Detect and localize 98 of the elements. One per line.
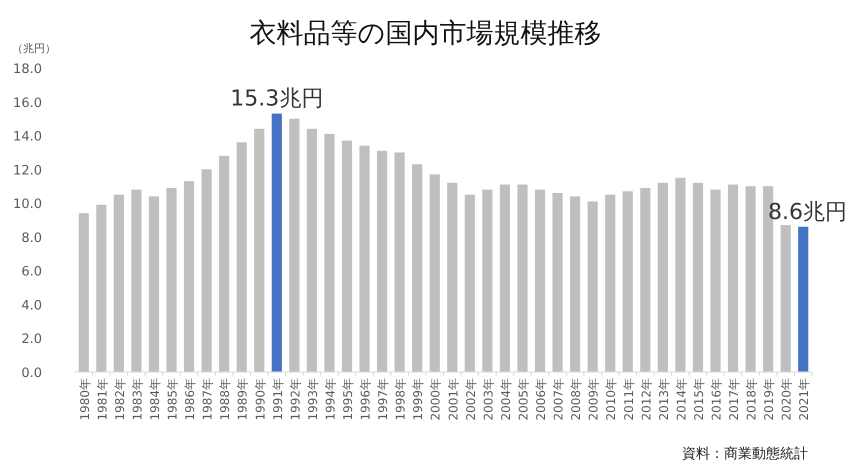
bar: [692, 182, 704, 372]
x-tick-label: 2017年: [727, 378, 742, 421]
bar: [306, 128, 317, 372]
x-tick-label: 2000年: [428, 378, 443, 421]
bar: [780, 225, 791, 372]
x-tick-label: 2020年: [780, 378, 794, 421]
bar: [447, 182, 458, 372]
bar: [622, 191, 633, 372]
x-tick-label: 2005年: [516, 378, 530, 421]
x-tick-label: 1997年: [376, 378, 390, 421]
bar: [534, 190, 546, 372]
bar: [745, 186, 756, 372]
x-tick-label: 1986年: [183, 378, 198, 421]
data-label: 15.3兆円: [230, 86, 324, 112]
x-tick-label: 2021年: [797, 378, 812, 421]
bar: [148, 196, 160, 372]
x-tick-label: 2010年: [604, 378, 618, 421]
x-tick-label: 1996年: [358, 378, 373, 421]
x-tick-label: 1989年: [236, 378, 250, 421]
x-tick-label: 2008年: [569, 378, 584, 421]
x-tick-label: 1990年: [253, 378, 268, 421]
bar: [184, 181, 194, 372]
x-tick-label: 1988年: [218, 378, 232, 421]
bar: [640, 188, 650, 372]
x-tick-label: 2009年: [586, 378, 601, 421]
x-tick-label: 2006年: [534, 378, 548, 421]
y-tick-label: 18.0: [13, 62, 42, 77]
bar: [710, 190, 721, 372]
bar: [517, 184, 528, 372]
bar: [254, 128, 264, 372]
x-tick-label: 1987年: [200, 378, 215, 421]
x-tick-label: 2016年: [709, 378, 724, 421]
x-tick-label: 2004年: [498, 378, 513, 421]
bar: [96, 204, 106, 372]
bar: [464, 194, 475, 372]
x-tick-label: 2018年: [744, 378, 759, 421]
bar: [114, 194, 124, 372]
x-tick-label: 1999年: [411, 378, 426, 421]
x-tick-label: 2019年: [762, 378, 776, 421]
bar: [430, 174, 440, 372]
x-tick-label: 1983年: [130, 378, 144, 421]
bar: [131, 190, 142, 372]
y-tick-label: 0.0: [21, 366, 42, 381]
bar: [552, 192, 563, 372]
bar: [289, 118, 300, 372]
x-tick-label: 2007年: [552, 378, 566, 421]
bar: [236, 142, 247, 372]
y-tick-label: 8.0: [21, 230, 42, 246]
y-tick-label: 10.0: [13, 197, 42, 212]
text: 資料：商業動態統計: [682, 446, 808, 462]
bar: [78, 213, 89, 372]
bar: [605, 194, 616, 372]
bar: [219, 156, 230, 372]
bar: [728, 184, 738, 372]
x-tick-label: 2001年: [446, 378, 460, 421]
x-tick-label: 2003年: [481, 378, 496, 421]
x-tick-label: 1984年: [148, 378, 162, 421]
x-tick-label: 1992年: [288, 378, 302, 421]
y-tick-label: 14.0: [13, 130, 42, 145]
bar: [359, 146, 370, 372]
bar: [376, 150, 388, 372]
x-tick-label: 1994年: [323, 378, 338, 421]
y-tick-label: 12.0: [13, 163, 42, 178]
bar: [394, 152, 405, 372]
x-tick-label: 2002年: [464, 378, 478, 421]
chart-title: 衣料品等の国内市場規模推移: [250, 18, 602, 49]
bar: [482, 190, 492, 372]
bar: [342, 140, 352, 372]
x-tick-label: 1985年: [166, 378, 180, 421]
bar: [658, 182, 668, 372]
bar: [202, 169, 212, 372]
x-tick-label: 1998年: [394, 378, 408, 421]
x-tick-label: 2015年: [692, 378, 706, 421]
x-tick-label: 1981年: [95, 378, 110, 421]
y-tick-label: 16.0: [13, 96, 42, 111]
bar: [798, 226, 808, 372]
x-tick-label: 1993年: [306, 378, 320, 421]
y-tick-label: 2.0: [21, 332, 42, 348]
x-tick-label: 2013年: [656, 378, 671, 421]
data-label: 8.6兆円: [768, 200, 847, 225]
bar: [166, 188, 177, 372]
y-axis-title: （兆円）: [12, 42, 56, 55]
x-tick-label: 2011年: [622, 378, 636, 421]
x-tick-label: 2014年: [674, 378, 688, 421]
x-tick-label: 1995年: [340, 378, 355, 421]
bar: [500, 184, 510, 372]
bar: [675, 178, 686, 372]
y-tick-label: 6.0: [21, 264, 42, 280]
bar: [588, 201, 598, 372]
bar: [272, 114, 282, 372]
bar: [412, 164, 422, 372]
x-tick-label: 2012年: [639, 378, 654, 421]
x-tick-label: 1980年: [78, 378, 92, 421]
x-tick-label: 1982年: [112, 378, 127, 421]
x-tick-label: 1991年: [270, 378, 285, 421]
bar: [570, 196, 580, 372]
bar: [324, 134, 335, 372]
y-tick-label: 4.0: [21, 298, 42, 314]
